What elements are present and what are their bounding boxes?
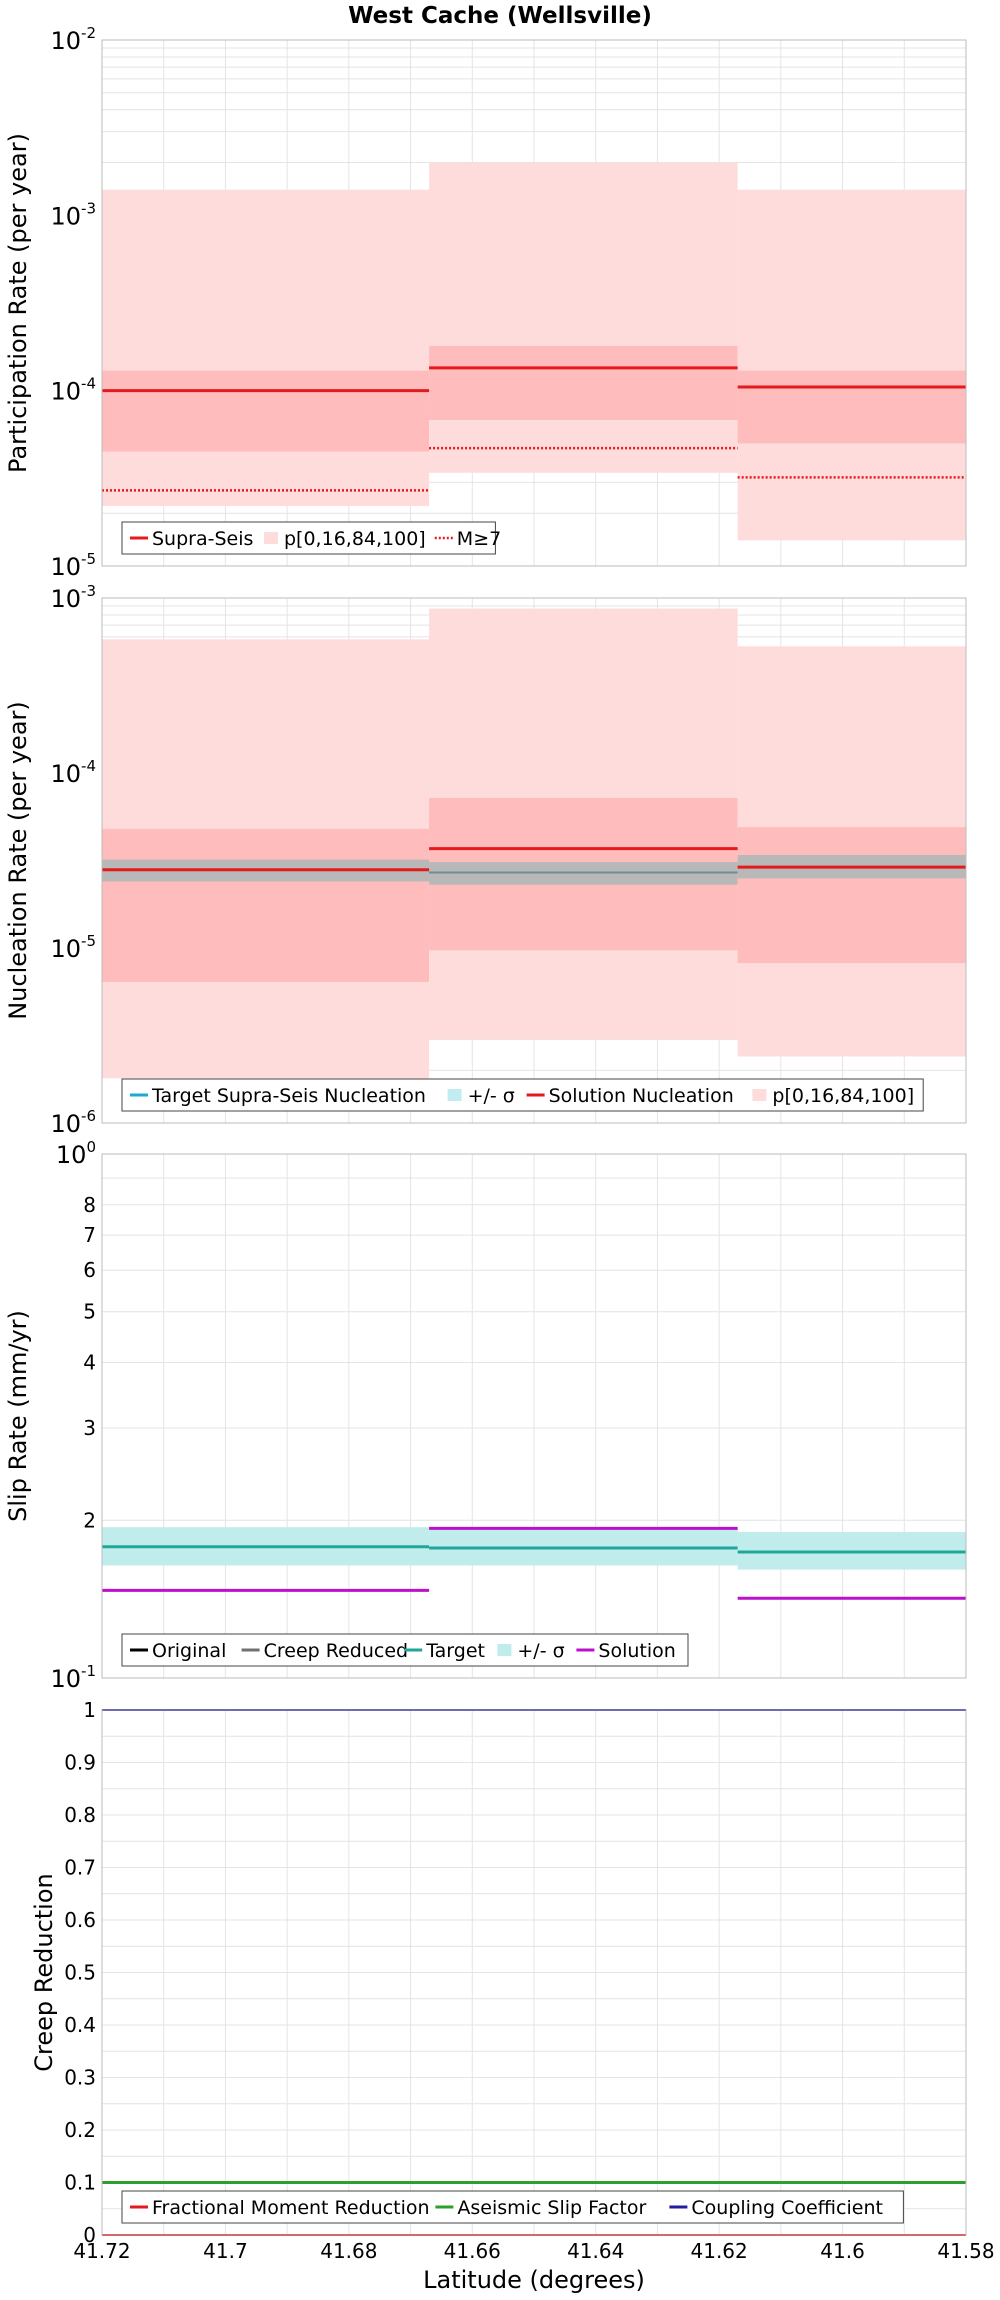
y-tick-label: 8 <box>83 1193 96 1217</box>
y-tick-label: 0.2 <box>64 2118 96 2142</box>
nucleation-rate-panel: 10-6 10-5 10-4 10-3 Nucleation Rate (per yea… <box>4 582 967 1138</box>
percentile-band-outer <box>102 189 430 506</box>
y-axis-label: Creep Reduction <box>30 1873 58 2071</box>
y-tick-label: 4 <box>83 1351 96 1375</box>
y-tick-label: 10-6 <box>50 1107 96 1138</box>
y-tick-label: 10-4 <box>50 375 96 406</box>
percentile-band-inner <box>737 827 966 964</box>
target-sigma-band <box>429 1527 738 1566</box>
x-tick-label: 41.68 <box>320 2239 377 2263</box>
y-tick-label: 0.1 <box>64 2171 96 2195</box>
y-tick-label: 100 <box>56 1138 96 1169</box>
legend-item-label: Creep Reduced <box>264 1640 408 1662</box>
legend-box <box>121 521 496 555</box>
x-tick-label: 41.6 <box>820 2239 865 2263</box>
legend: Original Creep Reduced Target +/- σ Solution <box>121 1633 689 1667</box>
legend-item-label: Coupling Coefficient <box>691 2197 883 2219</box>
plot-frame <box>101 39 967 567</box>
y-tick-label: 0 <box>83 2223 96 2247</box>
slip-rate-panel: 10-1 2 3 4 5 6 7 8 100 Slip Rate (mm/yr) Original C… <box>4 1138 967 1693</box>
legend: Fractional Moment Reduction Aseismic Slip… <box>121 2190 904 2224</box>
legend-item-label: p[0,16,84,100] <box>772 1085 914 1107</box>
legend-box <box>121 1078 924 1112</box>
legend-box <box>121 2190 904 2224</box>
y-tick-label: 6 <box>83 1258 96 1282</box>
legend: Supra-Seis p[0,16,84,100] M≥7 <box>121 521 501 555</box>
y-tick-label: 0.5 <box>64 1961 96 1985</box>
y-tick-label: 3 <box>83 1416 96 1440</box>
x-tick-label: 41.72 <box>73 2239 130 2263</box>
y-tick-label: 10-5 <box>50 932 96 963</box>
y-tick-label: 7 <box>83 1223 96 1247</box>
y-tick-label: 10-1 <box>50 1662 96 1693</box>
y-tick-label: 5 <box>83 1300 96 1324</box>
plot-frame <box>101 1153 967 1679</box>
legend-item-label: +/- σ <box>468 1085 515 1107</box>
percentile-band-outer <box>429 162 738 473</box>
x-tick-label: 41.64 <box>567 2239 624 2263</box>
chart-title: West Cache (Wellsville) <box>348 3 652 29</box>
legend-item-label: Original <box>152 1640 226 1662</box>
y-axis-label: Nucleation Rate (per year) <box>4 701 32 1020</box>
legend-item-label: Solution <box>598 1640 675 1662</box>
legend-swatch <box>752 1089 767 1101</box>
legend-item-label: Aseismic Slip Factor <box>457 2197 646 2219</box>
y-tick-label: 0.6 <box>64 1908 96 1932</box>
y-axis-label: Participation Rate (per year) <box>4 133 32 473</box>
legend-item-label: +/- σ <box>517 1640 564 1662</box>
percentile-band-inner <box>102 828 430 982</box>
y-tick-label: 0.7 <box>64 1856 96 1880</box>
y-tick-label: 10-4 <box>50 757 96 788</box>
y-tick-label: 2 <box>83 1508 96 1532</box>
x-tick-label: 41.7 <box>203 2239 248 2263</box>
legend-swatch <box>447 1089 462 1101</box>
y-axis-label: Slip Rate (mm/yr) <box>4 1310 32 1522</box>
x-axis-label: Latitude (degrees) <box>423 2266 645 2294</box>
legend-item-label: Target Supra-Seis Nucleation <box>151 1085 426 1107</box>
percentile-band-inner <box>102 370 430 452</box>
percentile-band-inner <box>737 370 966 444</box>
y-tick-label: 10-5 <box>50 550 96 581</box>
y-tick-label: 0.4 <box>64 2013 96 2037</box>
plot-frame <box>101 1709 967 2236</box>
legend-item-label: Solution Nucleation <box>549 1085 734 1107</box>
y-tick-label: 0.9 <box>64 1751 96 1775</box>
legend: Target Supra-Seis Nucleation +/- σ Solutio… <box>121 1078 924 1112</box>
y-tick-label: 10-2 <box>50 24 96 55</box>
y-tick-label: 10-3 <box>50 199 96 230</box>
legend-item-label: M≥7 <box>457 528 501 550</box>
plot-frame <box>101 597 967 1124</box>
percentile-band-inner <box>429 345 738 421</box>
legend-item-label: p[0,16,84,100] <box>284 528 426 550</box>
legend-item-label: Fractional Moment Reduction <box>152 2197 430 2219</box>
y-tick-label: 10-3 <box>50 582 96 613</box>
y-tick-label: 0.8 <box>64 1803 96 1827</box>
legend-swatch <box>497 1644 512 1656</box>
y-tick-label: 1 <box>83 1698 96 1722</box>
x-tick-label: 41.66 <box>444 2239 501 2263</box>
y-tick-label: 0.3 <box>64 2066 96 2090</box>
legend-item-label: Supra-Seis <box>152 528 253 550</box>
creep-reduction-panel: 0 0.1 0.2 0.3 0.4 0.5 0.6 0.7 0.8 0.9 1 Creep Reduc… <box>30 1698 995 2294</box>
participation-rate-panel: 10-5 10-4 10-3 10-2 Participation Rate (per … <box>4 24 967 581</box>
x-tick-label: 41.62 <box>691 2239 748 2263</box>
legend-swatch <box>264 532 278 544</box>
x-tick-label: 41.58 <box>937 2239 994 2263</box>
percentile-band-outer <box>737 189 966 541</box>
legend-item-label: Target <box>425 1640 485 1662</box>
